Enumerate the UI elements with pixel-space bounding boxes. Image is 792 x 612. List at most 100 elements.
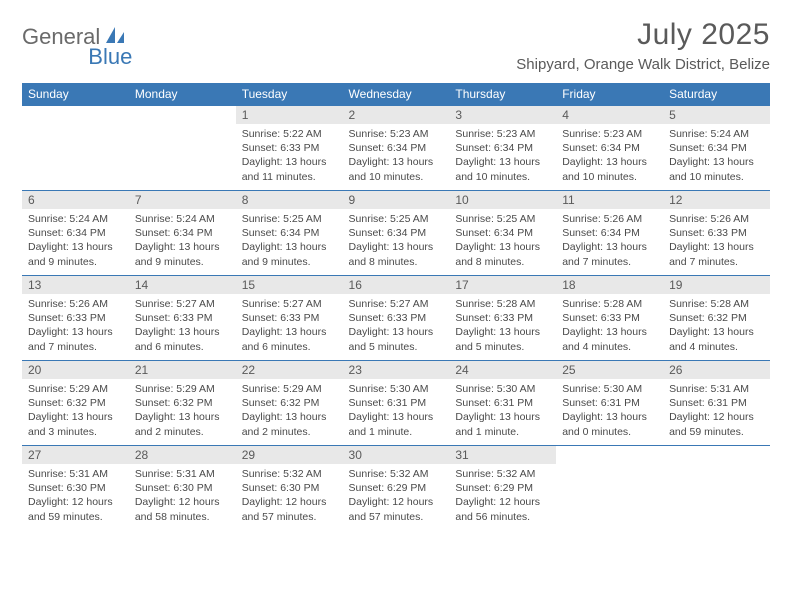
day-number: 24	[449, 361, 556, 379]
logo: General Blue	[22, 24, 172, 50]
day-number: 31	[449, 446, 556, 464]
day-number: 25	[556, 361, 663, 379]
calendar-empty-cell	[129, 106, 236, 191]
day-content: Sunrise: 5:28 AMSunset: 6:33 PMDaylight:…	[449, 294, 556, 357]
calendar-day-cell: 31Sunrise: 5:32 AMSunset: 6:29 PMDayligh…	[449, 446, 556, 531]
day-content: Sunrise: 5:31 AMSunset: 6:30 PMDaylight:…	[129, 464, 236, 527]
calendar-day-cell: 17Sunrise: 5:28 AMSunset: 6:33 PMDayligh…	[449, 276, 556, 361]
calendar-table: SundayMondayTuesdayWednesdayThursdayFrid…	[22, 83, 770, 531]
day-content: Sunrise: 5:26 AMSunset: 6:33 PMDaylight:…	[663, 209, 770, 272]
day-content: Sunrise: 5:25 AMSunset: 6:34 PMDaylight:…	[236, 209, 343, 272]
day-number: 4	[556, 106, 663, 124]
day-number: 1	[236, 106, 343, 124]
calendar-day-cell: 28Sunrise: 5:31 AMSunset: 6:30 PMDayligh…	[129, 446, 236, 531]
day-number: 15	[236, 276, 343, 294]
day-number: 13	[22, 276, 129, 294]
day-content: Sunrise: 5:27 AMSunset: 6:33 PMDaylight:…	[129, 294, 236, 357]
day-number: 30	[343, 446, 450, 464]
calendar-day-cell: 10Sunrise: 5:25 AMSunset: 6:34 PMDayligh…	[449, 191, 556, 276]
calendar-empty-cell	[663, 446, 770, 531]
day-header: Thursday	[449, 83, 556, 106]
calendar-week-row: 27Sunrise: 5:31 AMSunset: 6:30 PMDayligh…	[22, 446, 770, 531]
calendar-week-row: 13Sunrise: 5:26 AMSunset: 6:33 PMDayligh…	[22, 276, 770, 361]
calendar-day-cell: 15Sunrise: 5:27 AMSunset: 6:33 PMDayligh…	[236, 276, 343, 361]
day-number: 14	[129, 276, 236, 294]
day-content: Sunrise: 5:23 AMSunset: 6:34 PMDaylight:…	[556, 124, 663, 187]
day-content: Sunrise: 5:26 AMSunset: 6:34 PMDaylight:…	[556, 209, 663, 272]
location-subtitle: Shipyard, Orange Walk District, Belize	[516, 56, 770, 73]
month-title: July 2025	[516, 18, 770, 52]
calendar-day-cell: 1Sunrise: 5:22 AMSunset: 6:33 PMDaylight…	[236, 106, 343, 191]
day-content: Sunrise: 5:28 AMSunset: 6:32 PMDaylight:…	[663, 294, 770, 357]
calendar-day-cell: 9Sunrise: 5:25 AMSunset: 6:34 PMDaylight…	[343, 191, 450, 276]
calendar-day-cell: 30Sunrise: 5:32 AMSunset: 6:29 PMDayligh…	[343, 446, 450, 531]
day-header: Friday	[556, 83, 663, 106]
day-number: 29	[236, 446, 343, 464]
day-content: Sunrise: 5:27 AMSunset: 6:33 PMDaylight:…	[236, 294, 343, 357]
calendar-day-cell: 23Sunrise: 5:30 AMSunset: 6:31 PMDayligh…	[343, 361, 450, 446]
day-number: 2	[343, 106, 450, 124]
calendar-day-cell: 18Sunrise: 5:28 AMSunset: 6:33 PMDayligh…	[556, 276, 663, 361]
day-content: Sunrise: 5:25 AMSunset: 6:34 PMDaylight:…	[343, 209, 450, 272]
day-number: 22	[236, 361, 343, 379]
day-number: 17	[449, 276, 556, 294]
day-content: Sunrise: 5:25 AMSunset: 6:34 PMDaylight:…	[449, 209, 556, 272]
day-content: Sunrise: 5:32 AMSunset: 6:30 PMDaylight:…	[236, 464, 343, 527]
calendar-day-cell: 8Sunrise: 5:25 AMSunset: 6:34 PMDaylight…	[236, 191, 343, 276]
day-number: 6	[22, 191, 129, 209]
calendar-day-cell: 13Sunrise: 5:26 AMSunset: 6:33 PMDayligh…	[22, 276, 129, 361]
day-number: 18	[556, 276, 663, 294]
day-content: Sunrise: 5:29 AMSunset: 6:32 PMDaylight:…	[236, 379, 343, 442]
day-number: 16	[343, 276, 450, 294]
calendar-day-cell: 6Sunrise: 5:24 AMSunset: 6:34 PMDaylight…	[22, 191, 129, 276]
calendar-day-cell: 4Sunrise: 5:23 AMSunset: 6:34 PMDaylight…	[556, 106, 663, 191]
calendar-day-cell: 11Sunrise: 5:26 AMSunset: 6:34 PMDayligh…	[556, 191, 663, 276]
day-content: Sunrise: 5:31 AMSunset: 6:31 PMDaylight:…	[663, 379, 770, 442]
calendar-empty-cell	[22, 106, 129, 191]
day-content: Sunrise: 5:29 AMSunset: 6:32 PMDaylight:…	[129, 379, 236, 442]
day-content: Sunrise: 5:29 AMSunset: 6:32 PMDaylight:…	[22, 379, 129, 442]
day-content: Sunrise: 5:32 AMSunset: 6:29 PMDaylight:…	[449, 464, 556, 527]
day-number: 10	[449, 191, 556, 209]
calendar-day-cell: 7Sunrise: 5:24 AMSunset: 6:34 PMDaylight…	[129, 191, 236, 276]
day-number: 20	[22, 361, 129, 379]
calendar-day-cell: 22Sunrise: 5:29 AMSunset: 6:32 PMDayligh…	[236, 361, 343, 446]
day-content: Sunrise: 5:32 AMSunset: 6:29 PMDaylight:…	[343, 464, 450, 527]
calendar-day-cell: 24Sunrise: 5:30 AMSunset: 6:31 PMDayligh…	[449, 361, 556, 446]
day-header: Sunday	[22, 83, 129, 106]
day-number: 28	[129, 446, 236, 464]
day-number: 27	[22, 446, 129, 464]
calendar-day-cell: 2Sunrise: 5:23 AMSunset: 6:34 PMDaylight…	[343, 106, 450, 191]
day-content: Sunrise: 5:27 AMSunset: 6:33 PMDaylight:…	[343, 294, 450, 357]
calendar-day-cell: 26Sunrise: 5:31 AMSunset: 6:31 PMDayligh…	[663, 361, 770, 446]
calendar-day-cell: 27Sunrise: 5:31 AMSunset: 6:30 PMDayligh…	[22, 446, 129, 531]
day-number: 12	[663, 191, 770, 209]
calendar-day-cell: 12Sunrise: 5:26 AMSunset: 6:33 PMDayligh…	[663, 191, 770, 276]
calendar-day-cell: 25Sunrise: 5:30 AMSunset: 6:31 PMDayligh…	[556, 361, 663, 446]
day-header: Tuesday	[236, 83, 343, 106]
header-row: General Blue July 2025 Shipyard, Orange …	[22, 18, 770, 73]
day-number: 11	[556, 191, 663, 209]
day-content: Sunrise: 5:30 AMSunset: 6:31 PMDaylight:…	[556, 379, 663, 442]
day-content: Sunrise: 5:30 AMSunset: 6:31 PMDaylight:…	[449, 379, 556, 442]
day-content: Sunrise: 5:23 AMSunset: 6:34 PMDaylight:…	[449, 124, 556, 187]
calendar-day-cell: 3Sunrise: 5:23 AMSunset: 6:34 PMDaylight…	[449, 106, 556, 191]
day-content: Sunrise: 5:30 AMSunset: 6:31 PMDaylight:…	[343, 379, 450, 442]
calendar-week-row: 1Sunrise: 5:22 AMSunset: 6:33 PMDaylight…	[22, 106, 770, 191]
day-header: Wednesday	[343, 83, 450, 106]
day-content: Sunrise: 5:24 AMSunset: 6:34 PMDaylight:…	[129, 209, 236, 272]
day-header: Saturday	[663, 83, 770, 106]
calendar-day-cell: 19Sunrise: 5:28 AMSunset: 6:32 PMDayligh…	[663, 276, 770, 361]
calendar-day-cell: 29Sunrise: 5:32 AMSunset: 6:30 PMDayligh…	[236, 446, 343, 531]
logo-text-blue: Blue	[88, 44, 132, 70]
day-number: 5	[663, 106, 770, 124]
day-number: 7	[129, 191, 236, 209]
calendar-day-cell: 20Sunrise: 5:29 AMSunset: 6:32 PMDayligh…	[22, 361, 129, 446]
day-content: Sunrise: 5:23 AMSunset: 6:34 PMDaylight:…	[343, 124, 450, 187]
day-content: Sunrise: 5:28 AMSunset: 6:33 PMDaylight:…	[556, 294, 663, 357]
calendar-day-cell: 16Sunrise: 5:27 AMSunset: 6:33 PMDayligh…	[343, 276, 450, 361]
day-number: 3	[449, 106, 556, 124]
calendar-empty-cell	[556, 446, 663, 531]
day-number: 9	[343, 191, 450, 209]
day-header: Monday	[129, 83, 236, 106]
